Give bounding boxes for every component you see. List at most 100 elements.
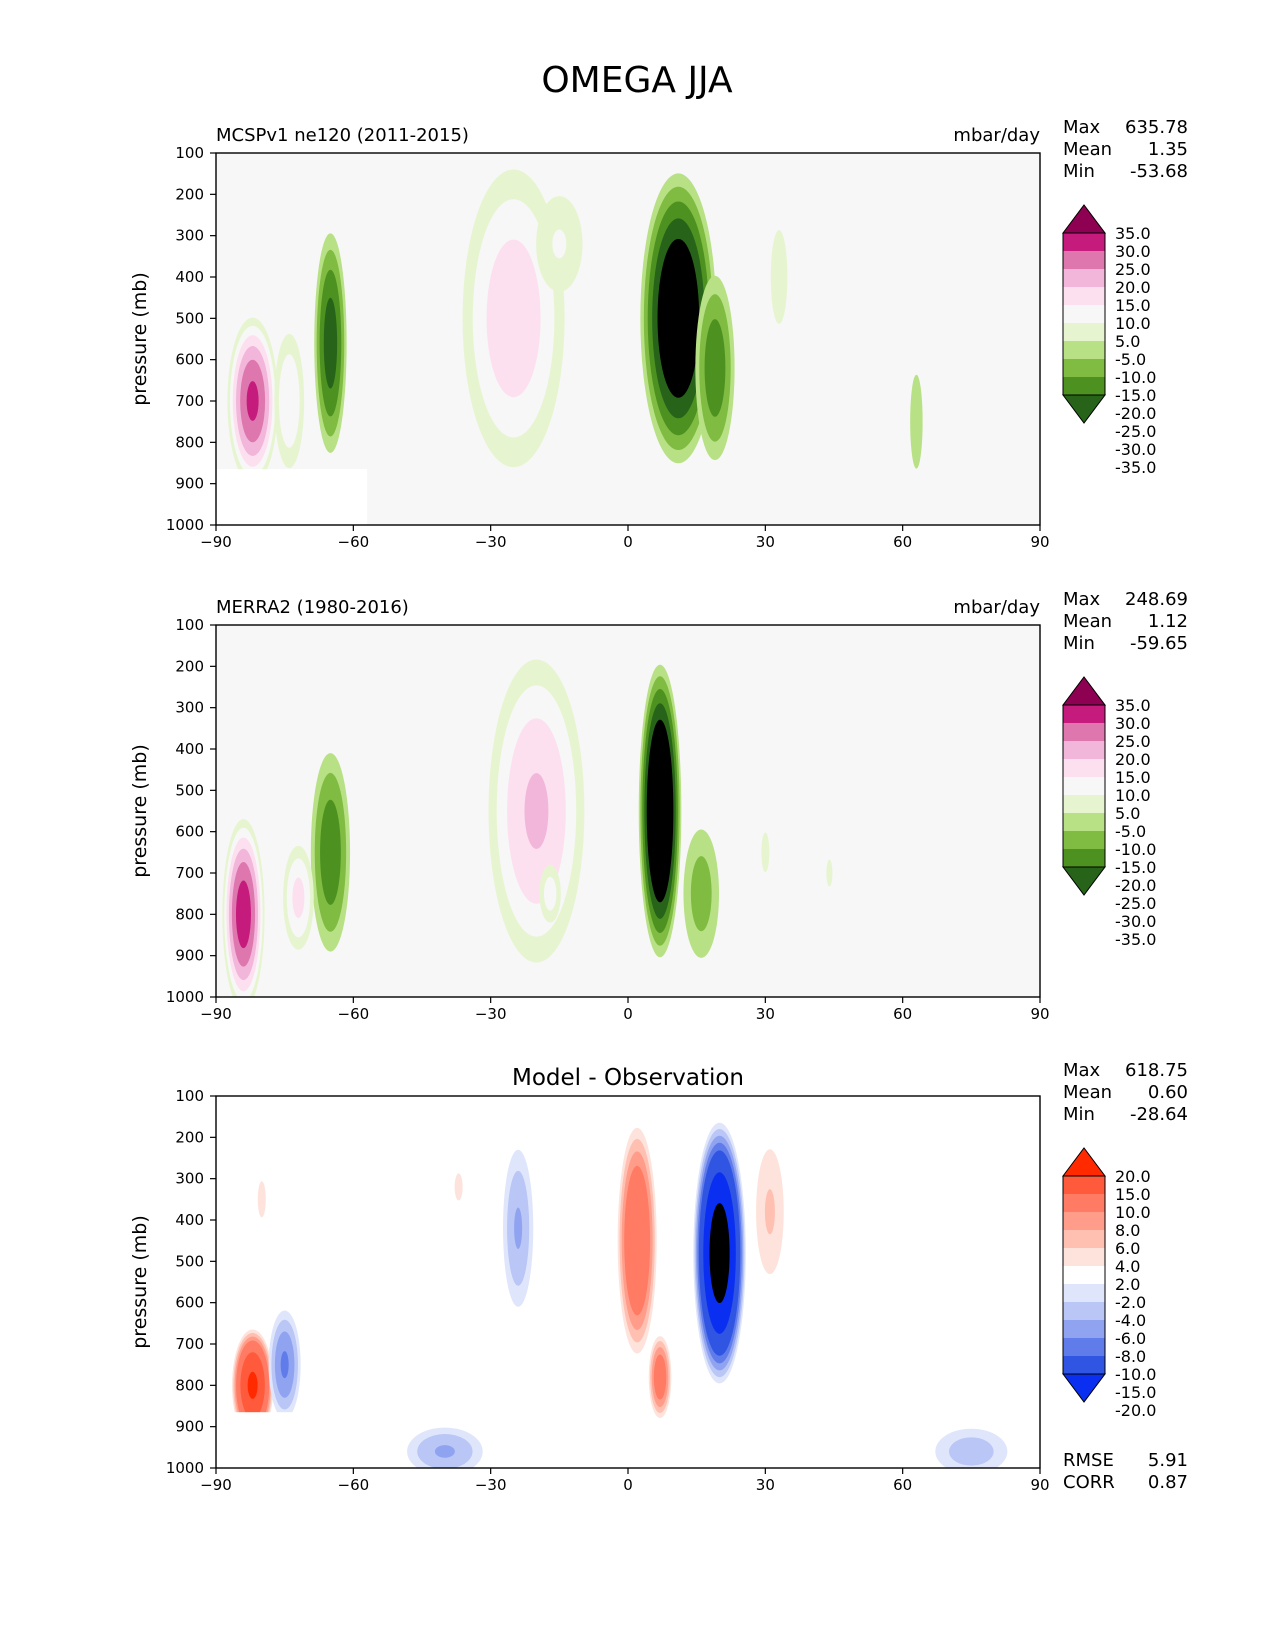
stat-label: Min [1063, 161, 1095, 182]
x-tick-label: 30 [756, 1005, 775, 1023]
stat-value: 0.60 [1148, 1082, 1188, 1103]
colorbar-label: -4.0 [1115, 1311, 1146, 1330]
stat-label: Min [1063, 633, 1095, 654]
colorbar-cell [1063, 1320, 1105, 1338]
stat-value: 1.35 [1148, 139, 1188, 160]
x-tick-label: −30 [475, 1005, 507, 1023]
contour-fill-6 [246, 381, 259, 421]
x-tick-label: 60 [893, 1005, 912, 1023]
contour-fill-4 [764, 1189, 775, 1235]
colorbar-label: -25.0 [1115, 894, 1156, 913]
y-axis-label: pressure (mb) [129, 272, 151, 406]
x-tick-label: 30 [756, 1476, 775, 1494]
panels: −90 −60 −30 0 30 60 90100200300400500600700800… [129, 117, 1188, 1494]
contour-fill-6 [235, 880, 251, 949]
colorbar-frame [1062, 232, 1106, 396]
stat-label: Max [1063, 589, 1101, 610]
colorbar-label: -8.0 [1115, 1347, 1146, 1366]
stat-label: Mean [1063, 611, 1112, 632]
stat-value: 1.12 [1148, 611, 1188, 632]
y-tick-label: 100 [175, 144, 204, 162]
x-tick-label: 60 [893, 1476, 912, 1494]
colorbar-label: 4.0 [1115, 1257, 1140, 1276]
colorbar-label: -15.0 [1115, 858, 1156, 877]
y-tick-label: 100 [175, 616, 204, 634]
colorbar-label: 10.0 [1115, 314, 1151, 333]
x-tick-label: 0 [623, 1476, 633, 1494]
contour-fill-10 [247, 1371, 258, 1399]
x-tick-label: 90 [1030, 1005, 1049, 1023]
corr-label: CORR [1063, 1472, 1115, 1493]
colorbar-cell [1063, 759, 1105, 777]
y-tick-label: 500 [175, 781, 204, 799]
contour-fill-4 [704, 319, 726, 417]
panel-title: MERRA2 (1980-2016) [216, 597, 409, 618]
contour-fill-3 [664, 266, 692, 370]
x-tick-label: −60 [338, 1005, 370, 1023]
contour-fill-8 [770, 230, 788, 324]
y-axis-label: pressure (mb) [129, 1215, 151, 1349]
contour-fill-2 [552, 229, 567, 259]
stat-label: Mean [1063, 139, 1112, 160]
colorbar-label: 25.0 [1115, 732, 1151, 751]
panel-2: −90 −60 −30 0 30 60 90 100 200 300 400 500 600 700 800… [129, 589, 1188, 1023]
colorbar-label: 35.0 [1115, 696, 1151, 715]
colorbar-label: 15.0 [1115, 296, 1151, 315]
x-tick-label: −60 [338, 533, 370, 551]
y-tick-label: 1000 [166, 516, 204, 534]
stat-label: Max [1063, 1060, 1101, 1081]
y-tick-label: 700 [175, 864, 204, 882]
panel-units: mbar/day [953, 597, 1040, 618]
colorbar-cell [1063, 1266, 1105, 1284]
colorbar-label: -20.0 [1115, 876, 1156, 895]
contour-fill-8 [434, 1445, 455, 1458]
x-tick-label: 90 [1030, 533, 1049, 551]
plot-background [216, 153, 1040, 525]
rmse-label: RMSE [1063, 1450, 1114, 1471]
colorbar-label: 25.0 [1115, 260, 1151, 279]
colorbar-cell [1063, 1356, 1105, 1374]
colorbar-top-extension [1062, 1147, 1106, 1177]
colorbar-cell [1063, 323, 1105, 341]
x-tick-label: 90 [1030, 1476, 1049, 1494]
stat-value: -59.65 [1130, 633, 1188, 654]
colorbar-cell [1063, 1230, 1105, 1248]
colorbar-label: -35.0 [1115, 930, 1156, 949]
x-tick-label: −60 [338, 1476, 370, 1494]
colorbar-label: -10.0 [1115, 840, 1156, 859]
colorbar-cell [1063, 849, 1105, 867]
colorbar-label: -10.0 [1115, 1365, 1156, 1384]
colorbar-label: 30.0 [1115, 242, 1151, 261]
colorbar-top-extension [1062, 204, 1106, 234]
contour-fill-9 [948, 1437, 994, 1466]
contour-fill-11 [280, 1351, 289, 1379]
colorbar-cell [1063, 359, 1105, 377]
y-tick-label: 900 [175, 947, 204, 965]
panel-title: Model - Observation [512, 1065, 744, 1091]
colorbar-label: 20.0 [1115, 1167, 1151, 1186]
stat-label: Mean [1063, 1082, 1112, 1103]
colorbar-label: -35.0 [1115, 458, 1156, 477]
contour-fill-3 [709, 1203, 730, 1304]
y-tick-label: 300 [175, 699, 204, 717]
figure-title: OMEGA JJA [541, 60, 733, 101]
colorbar-cell [1063, 723, 1105, 741]
colorbar-label: -30.0 [1115, 912, 1156, 931]
colorbar-frame [1062, 704, 1106, 868]
contour-fill-5 [320, 799, 341, 905]
plot-background [216, 625, 1040, 997]
colorbar-label: -2.0 [1115, 1293, 1146, 1312]
y-tick-label: 300 [175, 1170, 204, 1188]
x-tick-label: 60 [893, 533, 912, 551]
stat-label: Max [1063, 117, 1101, 138]
colorbar-label: -20.0 [1115, 404, 1156, 423]
y-tick-label: 100 [175, 1087, 204, 1105]
panel-title: MCSPv1 ne120 (2011-2015) [216, 125, 469, 146]
y-tick-label: 400 [175, 740, 204, 758]
colorbar-cell [1063, 269, 1105, 287]
panel-units: mbar/day [953, 125, 1040, 146]
y-tick-label: 800 [175, 1376, 204, 1394]
y-tick-label: 200 [175, 657, 204, 675]
colorbar-cell [1063, 813, 1105, 831]
